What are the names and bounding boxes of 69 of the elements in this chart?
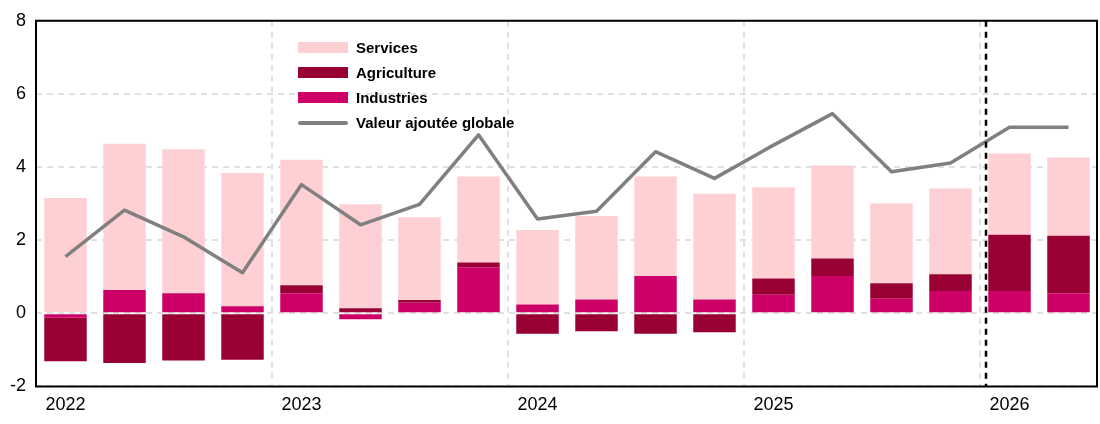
y-tick-label: 8 [15, 9, 26, 30]
bar [44, 314, 87, 318]
bar [221, 306, 264, 313]
y-tick-label: 6 [15, 82, 26, 103]
bar [870, 203, 913, 284]
bar [929, 290, 972, 313]
legend-label: Services [356, 38, 418, 58]
bar [929, 188, 972, 275]
bar [575, 314, 618, 332]
bar [457, 176, 500, 263]
legend-label: Industries [356, 88, 428, 108]
y-tick-label: 2 [15, 229, 26, 250]
bar [693, 299, 736, 313]
bar [339, 314, 382, 320]
bar [280, 159, 323, 286]
x-tick-label: 2023 [281, 394, 322, 415]
legend-label: Valeur ajoutée globale [356, 113, 515, 133]
y-tick-label: 0 [15, 302, 26, 323]
bar [280, 285, 323, 294]
bar [811, 258, 854, 276]
bar [988, 234, 1031, 291]
bar [811, 165, 854, 259]
bar [870, 298, 913, 313]
bar [634, 275, 677, 313]
bar [103, 314, 146, 363]
bar [398, 300, 441, 303]
x-tick-label: 2024 [517, 394, 558, 415]
bar [811, 275, 854, 313]
bar [988, 290, 1031, 313]
bar [634, 314, 677, 334]
bar [44, 198, 87, 313]
bar [457, 262, 500, 268]
bar [339, 204, 382, 309]
bar [516, 304, 559, 313]
y-tick-label: 4 [15, 156, 26, 177]
bar [929, 274, 972, 291]
bar [44, 317, 87, 362]
bar [1047, 157, 1090, 236]
bar [162, 149, 205, 294]
bar [575, 216, 618, 300]
bar [162, 314, 205, 361]
bar [221, 172, 264, 307]
y-tick-label: -2 [9, 375, 26, 396]
bar [221, 314, 264, 360]
bar [103, 143, 146, 290]
bar [516, 229, 559, 305]
bar [398, 302, 441, 313]
bar [103, 289, 146, 313]
bar [398, 217, 441, 301]
legend-label: Agriculture [356, 63, 437, 83]
x-tick-label: 2026 [989, 394, 1030, 415]
bar [1047, 235, 1090, 294]
bar [162, 293, 205, 313]
bar [457, 267, 500, 313]
bar [752, 278, 795, 295]
bar [339, 308, 382, 313]
bar [634, 176, 677, 276]
bar [693, 193, 736, 300]
bar [516, 314, 559, 334]
bar [752, 187, 795, 279]
x-tick-label: 2022 [45, 394, 86, 415]
bar [693, 314, 736, 333]
bar [752, 294, 795, 313]
x-tick-label: 2025 [753, 394, 794, 415]
bar [988, 153, 1031, 235]
bar [280, 293, 323, 313]
bar [575, 299, 618, 313]
bar [1047, 293, 1090, 313]
bar [870, 283, 913, 299]
